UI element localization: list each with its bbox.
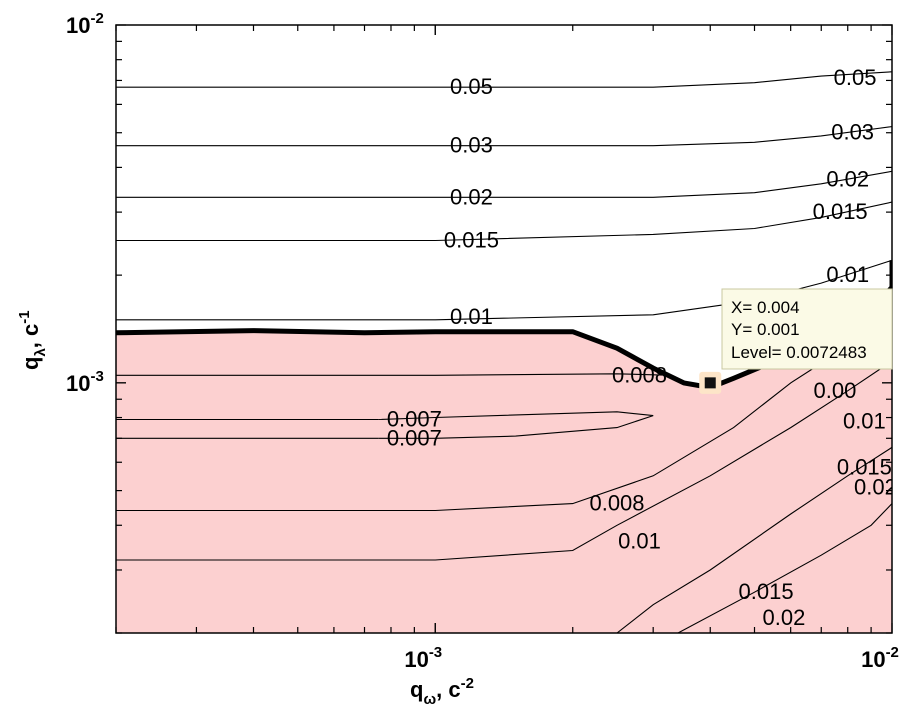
contour-line-0-008 [116, 373, 673, 376]
contour-label: 0.015 [444, 227, 499, 252]
svg-text:qω, c-2: qω, c-2 [410, 675, 474, 708]
contour-line-0-02 [116, 170, 892, 198]
x-tick-label: 10-2 [861, 644, 899, 672]
plot-area: 0.05 0.050.030.030.020.020.0150.0150.010.… [116, 65, 897, 633]
contour-line-0-01 [116, 360, 892, 561]
contour-label: 0.007 [387, 406, 442, 431]
contour-label: 0.05 [450, 74, 493, 99]
contour-line-0-01 [116, 259, 892, 321]
svg-text:qλ, c-1: qλ, c-1 [16, 310, 49, 370]
contour-label: 0.01 [450, 304, 493, 329]
contour-line-0-02 [677, 503, 892, 633]
value-tooltip: X= 0.004 Y= 0.001 Level= 0.0072483 [721, 288, 893, 370]
x-tick-labels: 10-3 10-2 [404, 644, 899, 672]
contour-label: 0.02 [826, 167, 869, 192]
contour-label: 0.03 [831, 120, 874, 145]
tooltip-box [721, 288, 893, 370]
contour-label: 0.05 [834, 65, 877, 90]
contour-label: 0.01 [618, 529, 661, 554]
contour-label: 0.008 [589, 491, 644, 516]
x-axis-label: qω, c-2 [410, 675, 474, 708]
y-tick-label: 10-2 [66, 10, 104, 38]
shaded-region [116, 260, 892, 633]
tooltip-x: X= 0.004 [731, 298, 800, 317]
tooltip-level: Level= 0.0072483 [731, 343, 867, 362]
contour-line-0-007 [378, 411, 654, 439]
tooltip-y: Y= 0.001 [731, 320, 800, 339]
contour-label: 0.02 [450, 184, 493, 209]
contour-line-0-015 [116, 201, 892, 242]
contour-label: 0.008 [612, 362, 667, 387]
contour-line-0-008 [116, 354, 836, 512]
contour-label: 0.02 [763, 605, 806, 630]
contour-label: 0.015 [813, 199, 868, 224]
x-tick-label: 10-3 [404, 644, 442, 672]
point-marker-square[interactable] [704, 377, 716, 389]
contour-line-0-05 [116, 71, 892, 88]
contour-label: 0.015 [739, 579, 794, 604]
contour-lines [116, 71, 892, 633]
minor-ticks [115, 24, 893, 634]
y-axis-label: qλ, c-1 [16, 310, 49, 370]
contour-label: 0.00 [814, 378, 857, 403]
contour-label: 0.03 [450, 133, 493, 158]
y-tick-label: 10-3 [66, 368, 104, 396]
y-tick-labels: 10-3 10-2 [66, 10, 104, 396]
contour-line-0-015 [616, 446, 892, 633]
contour-label: 0.015 [837, 455, 892, 480]
contour-labels: 0.05 0.050.030.030.020.020.0150.0150.010.… [387, 65, 897, 630]
contour-label: 0.01 [843, 408, 886, 433]
contour-label: 0.02 [854, 475, 897, 500]
contour-label: 0.01 [826, 262, 869, 287]
contour-line-0-03 [116, 126, 892, 147]
contour-label: 0.007 [387, 425, 442, 450]
